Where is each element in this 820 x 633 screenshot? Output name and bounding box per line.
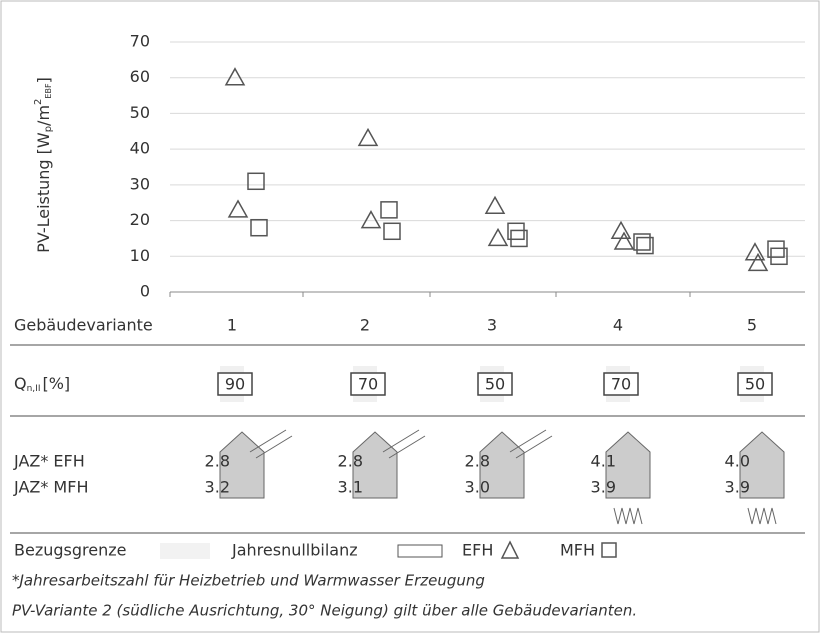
square-marker [380,201,398,219]
legend-box [397,544,443,558]
y-tick-label: 20 [130,210,150,229]
x-tick-label: 4 [613,316,623,335]
y-title-main: PV-Leistung [W [34,132,53,253]
collector [382,429,426,459]
legend-jahresnullbilanz: Jahresnullbilanz [231,541,358,560]
legend-bezugsgrenze: Bezugsgrenze [14,541,126,560]
triangle-marker [484,195,506,215]
house-icon [739,431,785,525]
legend-marker [500,540,520,559]
jaz-value: 3.9 [725,478,750,497]
q-sub: n,II [27,384,41,394]
collector [249,429,293,459]
jaz-value: 4.0 [725,452,750,471]
q-box [350,372,386,396]
jaz-value: 3.2 [205,478,230,497]
q-value: 70 [358,375,378,394]
y-title-end: ] [34,77,53,83]
house [352,431,398,499]
x-tick-label: 2 [360,316,370,335]
house [479,431,525,499]
y-tick-label: 10 [130,246,150,265]
footnote: *Jahresarbeitszahl für Heizbetrieb und W… [12,572,485,590]
q-value: 90 [225,375,245,394]
house [739,431,785,499]
q-end: [%] [42,374,70,393]
q-box [737,372,773,396]
q-value: 70 [611,375,631,394]
jaz-value: 2.8 [338,452,363,471]
y-title-sup: 2 [33,99,44,105]
y-tick-label: 30 [130,174,150,193]
x-tick-label: 1 [227,316,237,335]
legend-band [160,543,210,559]
jaz-value: 3.9 [591,478,616,497]
y-title-mid: /m [34,105,53,126]
triangle-marker [227,199,249,218]
jaz-value: 3.1 [338,478,363,497]
jaz-value: 2.8 [205,452,230,471]
legend-label: MFH [560,541,595,560]
house [605,431,651,499]
legend-label: EFH [462,541,493,560]
q-box [477,372,513,396]
y-tick-label: 0 [140,282,150,301]
x-tick-label: 3 [487,316,497,335]
jaz-label: JAZ* EFH [13,452,85,471]
square-marker [383,222,401,241]
footnote: PV-Variante 2 (südliche Ausrichtung, 30°… [12,602,637,620]
square-marker [510,229,528,248]
house-icon [605,431,651,525]
q-label: Qn,II [%] [14,374,70,394]
square-marker [507,222,525,241]
y-tick-label: 40 [130,139,150,158]
house-icon [479,429,553,499]
ground-probe [613,507,643,525]
triangle-marker [613,231,635,250]
y-title-sub: p [43,126,54,132]
square-marker [636,236,654,255]
jaz-label: JAZ* MFH [13,478,88,497]
legend-marker [601,542,617,558]
triangle-marker [747,252,769,272]
ground-probe [747,507,777,525]
y-tick-label: 50 [130,103,150,122]
square-marker [633,233,651,251]
y-tick-label: 70 [130,32,150,51]
q-value: 50 [485,375,505,394]
house [219,431,265,499]
triangle-marker [360,210,382,229]
triangle-marker [487,227,509,247]
jaz-value: 4.1 [591,452,616,471]
square-marker [770,247,788,266]
square-marker [767,240,785,258]
square-marker [250,218,268,237]
q-box [217,372,253,396]
square-marker [247,172,265,191]
collector [509,429,553,459]
y-title-sub2: EBF [44,83,53,99]
house-icon [219,429,293,499]
jaz-value: 2.8 [465,452,490,471]
triangle-marker [357,127,379,147]
q-box [603,372,639,396]
category-label: Gebäudevariante [14,316,153,335]
x-tick-label: 5 [747,316,757,335]
triangle-marker [224,67,246,86]
y-axis-title: PV-Leistung [Wp/m2EBF] [33,77,54,253]
q-value: 50 [745,375,765,394]
q-main: Q [14,374,27,393]
jaz-value: 3.0 [465,478,490,497]
y-tick-label: 60 [130,67,150,86]
house-icon [352,429,426,499]
